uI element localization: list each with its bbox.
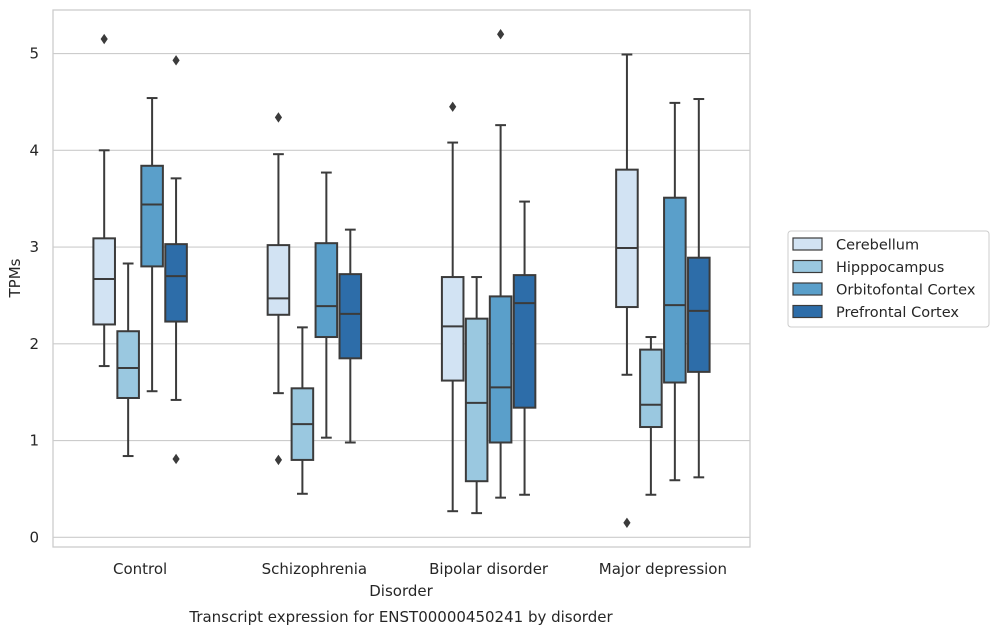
x-tick-label: Major depression	[599, 560, 727, 578]
box	[164, 243, 188, 323]
outlier-point	[172, 453, 180, 465]
legend-label: Orbitofontal Cortex	[836, 283, 976, 299]
x-axis-title: Disorder	[369, 582, 433, 600]
y-tick-label: 0	[29, 528, 39, 546]
x-tick-label: Control	[113, 560, 167, 578]
box	[512, 274, 537, 409]
x-tick-label: Bipolar disorder	[429, 560, 549, 578]
legend-label: Prefrontal Cortex	[836, 305, 959, 321]
box	[266, 244, 291, 316]
outlier-point	[497, 29, 505, 40]
outlier-point	[623, 517, 631, 528]
outlier-point	[172, 55, 180, 66]
box	[140, 164, 164, 268]
outlier-point	[274, 112, 283, 123]
y-axis-title: TPMs	[6, 258, 24, 298]
box	[687, 256, 711, 373]
y-tick-label: 3	[29, 238, 39, 256]
y-tick-label: 2	[29, 335, 39, 353]
box	[639, 348, 663, 429]
legend: Cerebellum Hipppocampus Orbitofontal Corte…	[787, 230, 990, 328]
outlier-point	[274, 454, 283, 466]
series-hipppocampus	[116, 262, 663, 515]
y-tick-label: 4	[29, 141, 39, 159]
x-axis-ticks: Control Schizophrenia Bipolar disorder Majo…	[113, 560, 727, 578]
y-axis-ticks: 0 1 2 3 4 5	[29, 45, 39, 547]
legend-swatch	[792, 282, 823, 296]
legend-label: Cerebellum	[836, 238, 919, 254]
box	[615, 168, 639, 309]
legend-swatch	[792, 304, 823, 319]
figure-caption: Transcript expression for ENST0000045024…	[188, 608, 613, 626]
series-orbitofontal-cortex	[140, 29, 687, 499]
legend-frame	[787, 230, 990, 328]
y-tick-label: 5	[29, 45, 39, 63]
outlier-point	[100, 33, 108, 45]
x-tick-label: Schizophrenia	[262, 560, 367, 578]
box	[92, 237, 116, 326]
legend-swatch	[792, 237, 823, 251]
box	[440, 276, 465, 382]
box	[663, 196, 687, 384]
box	[314, 242, 339, 339]
plot-area	[52, 9, 751, 548]
box	[338, 273, 363, 360]
series-prefrontal-cortex	[164, 55, 711, 496]
box	[488, 295, 513, 444]
series-cerebellum	[92, 33, 639, 528]
box	[116, 330, 140, 399]
outlier-point	[449, 101, 457, 112]
legend-label: Hipppocampus	[836, 260, 944, 276]
box	[464, 317, 489, 483]
box-series	[92, 29, 711, 528]
legend-swatch	[792, 259, 823, 274]
y-tick-label: 1	[29, 432, 39, 450]
